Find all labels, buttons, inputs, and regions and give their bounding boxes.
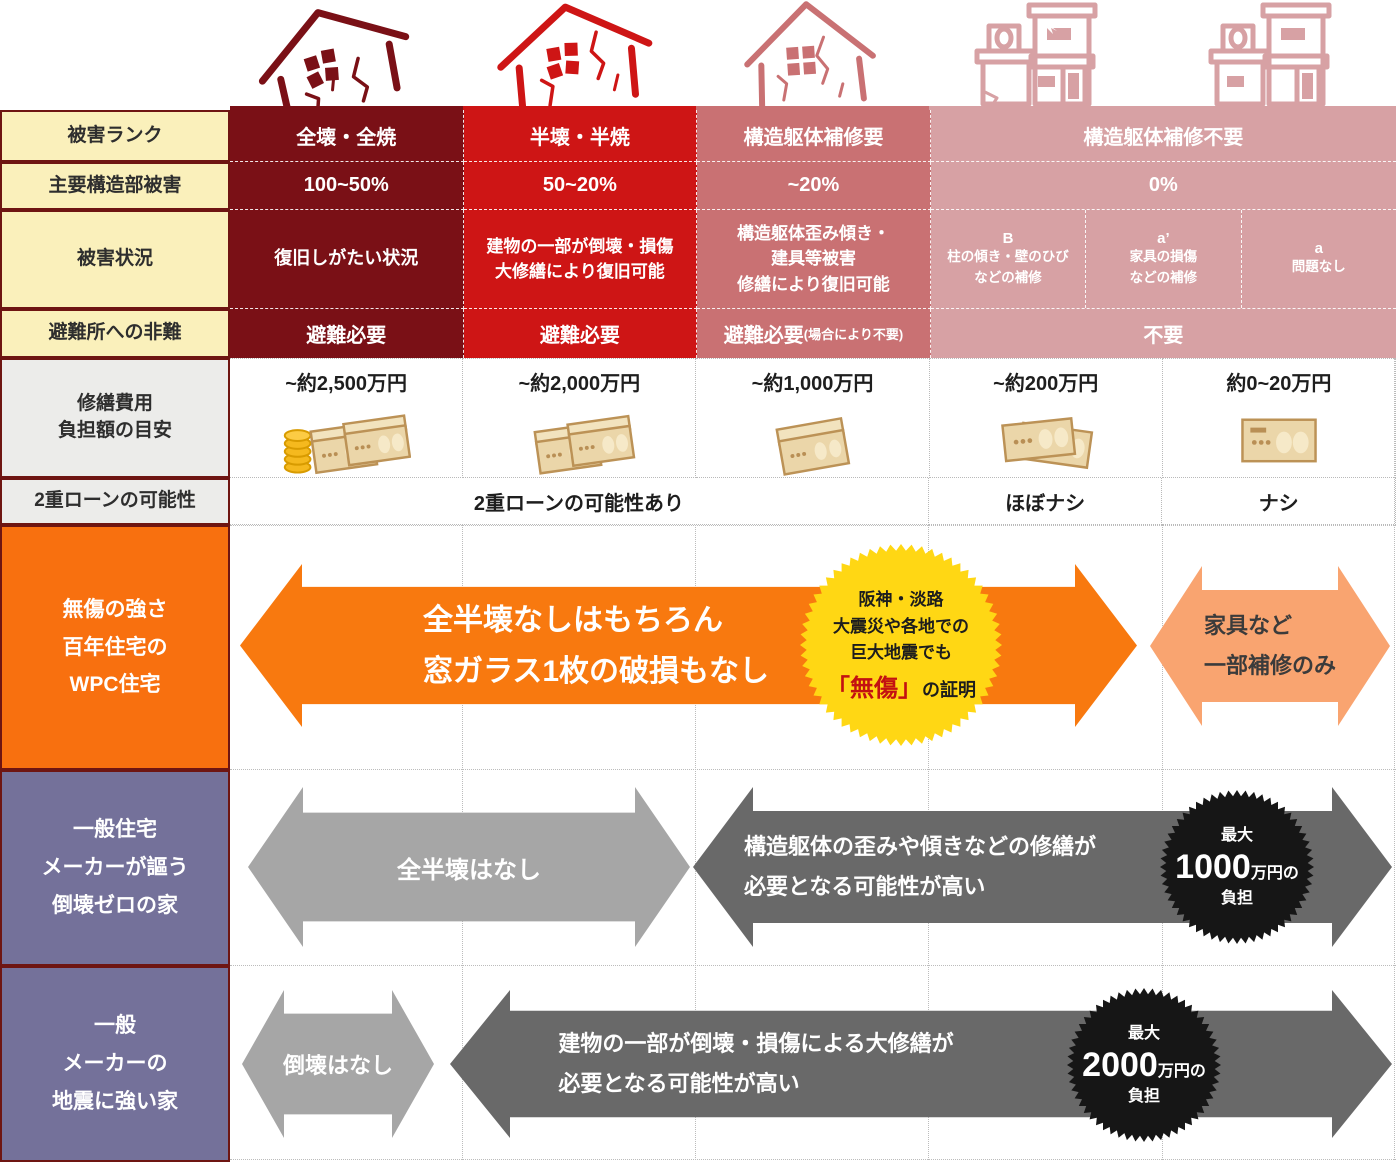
one-banknote-icon <box>1241 418 1317 463</box>
grade-desc: 家具の損傷 などの補修 <box>1129 249 1198 285</box>
grade-desc: 柱の傾き・壁のひび などの補修 <box>947 249 1069 285</box>
label-block-wpc: 無傷の強さ 百年住宅の WPC住宅 <box>0 525 230 770</box>
icon-cell-col5 <box>1163 0 1396 110</box>
evacuation-cell-1: 避難必要 <box>230 309 464 358</box>
building-minor-damage-icon <box>974 2 1098 106</box>
evacuation-cell-3: 避難必要 (場合により不要) <box>697 309 931 358</box>
subcell-grade-a: a 問題なし <box>1240 210 1396 308</box>
row-label-evacuation: 避難所への非難 <box>0 309 230 358</box>
situation-cell-3: 構造躯体歪み傾き・ 建具等被害 修繕により復旧可能 <box>697 210 931 309</box>
cost-cell-2: ~約2,000万円 <box>463 358 697 478</box>
building-intact-icon <box>1208 2 1331 106</box>
grade-letter: B <box>1002 230 1014 248</box>
icon-cell-col4 <box>929 0 1163 110</box>
zero-left-arrow: 全半壊はなし <box>248 787 690 947</box>
evacuation-cell-2: 避難必要 <box>463 309 698 358</box>
rank-cell-4: 構造躯体補修不要 <box>930 110 1396 162</box>
max-cost-badge-2000: 最大 2000万円の 負担 <box>1067 988 1221 1142</box>
rank-cell-2: 半壊・半焼 <box>463 110 698 162</box>
cost-cell-1: ~約2,500万円 <box>230 358 464 478</box>
zero-right-arrow-text: 構造躯体の歪みや傾きなどの修繕が 必要となる可能性が高い <box>743 834 1096 899</box>
row-label-structural: 主要構造部被害 <box>0 162 230 210</box>
cost-cell-5: 約0~20万円 <box>1162 358 1396 478</box>
label-block-general-strong: 一般 メーカーの 地震に強い家 <box>0 966 230 1162</box>
cost-amount: ~約2,500万円 <box>285 373 407 395</box>
evacuation-note: (場合により不要) <box>803 327 904 342</box>
badge-highlight: 「無傷」 <box>826 674 922 702</box>
proof-badge-text: 阪神・淡路 大震災や各地での 巨大地震でも 「無傷」の証明 <box>826 590 976 702</box>
loan-cell-5: ナシ <box>1162 478 1396 525</box>
situation-cell-4-group: B 柱の傾き・壁のひび などの補修 a’ 家具の損傷 などの補修 a 問題なし <box>930 210 1396 309</box>
grid-line <box>230 1159 1396 1160</box>
cost-amount: ~約1,000万円 <box>751 373 874 395</box>
wpc-main-arrow: 全半壊なしはもちろん 窓ガラス1枚の破損もなし <box>240 564 1137 727</box>
house-collapsed-icon <box>258 9 409 106</box>
max-cost-badge-1000: 最大 1000万円の 負担 <box>1160 790 1314 944</box>
cost-cell-3: ~約1,000万円 <box>696 358 930 478</box>
loan-cell-span: 2重ローンの可能性あり <box>230 478 929 525</box>
house-half-collapsed-icon <box>496 3 652 106</box>
subcell-grade-a-prime: a’ 家具の損傷 などの補修 <box>1085 210 1240 308</box>
row-label-damage-rank: 被害ランク <box>0 110 230 162</box>
max-cost-badge-text: 最大 2000万円の 負担 <box>1082 1024 1206 1105</box>
cost-amount: ~約200万円 <box>993 373 1099 395</box>
row-label-situation: 被害状況 <box>0 210 230 309</box>
label-block-general-zero: 一般住宅 メーカーが謳う 倒壊ゼロの家 <box>0 770 230 966</box>
grade-desc: 問題なし <box>1291 259 1346 275</box>
strong-left-arrow: 倒壊はなし <box>242 990 434 1138</box>
damage-pct-cell-3: ~20% <box>697 162 931 210</box>
grid-line <box>230 965 1396 966</box>
grid-line <box>1394 358 1395 1160</box>
badge-tail: の証明 <box>922 679 976 700</box>
row-damage-rank: 被害ランク 全壊・全焼 半壊・半焼 構造躯体補修要 構造躯体補修不要 <box>0 110 1396 162</box>
grid-line <box>230 769 1396 770</box>
row-double-loan: 2重ローンの可能性 2重ローンの可能性あり ほぼナシ ナシ <box>0 478 1396 525</box>
grade-letter: a <box>1314 240 1323 258</box>
starburst-shape <box>1067 988 1221 1142</box>
icon-cell-col3 <box>696 0 929 110</box>
wpc-right-arrow: 家具など 一部補修のみ <box>1150 566 1390 726</box>
row-label-cost: 修繕費用 負担額の目安 <box>0 358 230 478</box>
starburst-shape <box>800 544 1002 746</box>
row-evacuation: 避難所への非難 避難必要 避難必要 避難必要 (場合により不要) 不要 <box>0 309 1396 358</box>
grid-line <box>230 525 1396 526</box>
starburst-shape <box>1160 790 1314 944</box>
icon-cell-col2 <box>463 0 696 110</box>
cost-cell-4: ~約200万円 <box>929 358 1163 478</box>
cost-amount: ~約2,000万円 <box>518 373 641 395</box>
rank-cell-1: 全壊・全焼 <box>230 110 464 162</box>
two-bill-bundles-icon <box>533 414 636 475</box>
icon-cell-col1 <box>230 0 463 110</box>
cost-amount: 約0~20万円 <box>1226 373 1332 395</box>
row-damage-situation: 被害状況 復旧しがたい状況 建物の一部が倒壊・損傷 大修繕により復旧可能 構造躯… <box>0 210 1396 309</box>
house-cracked-icon <box>743 1 876 106</box>
grid-line <box>695 525 696 1160</box>
subcell-grade-B: B 柱の傾き・壁のひび などの補修 <box>931 210 1085 308</box>
rank-cell-3: 構造躯体補修要 <box>697 110 931 162</box>
evacuation-cell-4: 不要 <box>930 309 1396 358</box>
evacuation-main: 避難必要 <box>723 325 804 347</box>
situation-cell-1: 復旧しがたい状況 <box>230 210 464 309</box>
damage-pct-cell-1: 100~50% <box>230 162 464 210</box>
coins-and-two-bill-bundles-icon <box>283 414 412 475</box>
strong-right-arrow: 建物の一部が倒壊・損傷による大修繕が 必要となる可能性が高い <box>450 990 1392 1138</box>
proof-badge: 阪神・淡路 大震災や各地での 巨大地震でも 「無傷」の証明 <box>800 544 1002 746</box>
damage-pct-cell-4: 0% <box>930 162 1396 210</box>
situation-cell-2: 建物の一部が倒壊・損傷 大修繕により復旧可能 <box>463 210 698 309</box>
row-label-loan: 2重ローンの可能性 <box>0 478 230 525</box>
max-cost-badge-text: 最大 1000万円の 負担 <box>1175 826 1299 907</box>
row-structural-damage: 主要構造部被害 100~50% 50~20% ~20% 0% <box>0 162 1396 210</box>
grade-letter: a’ <box>1157 230 1170 248</box>
strong-right-arrow-text: 建物の一部が倒壊・損傷による大修繕が 必要となる可能性が高い <box>558 1031 954 1096</box>
one-bill-bundle-icon <box>774 416 850 476</box>
loan-cell-4: ほぼナシ <box>928 478 1163 525</box>
row-repair-cost: 修繕費用 負担額の目安 ~約2,500万円 <box>0 358 1396 478</box>
two-banknotes-icon <box>1000 417 1093 470</box>
damage-pct-cell-2: 50~20% <box>463 162 698 210</box>
